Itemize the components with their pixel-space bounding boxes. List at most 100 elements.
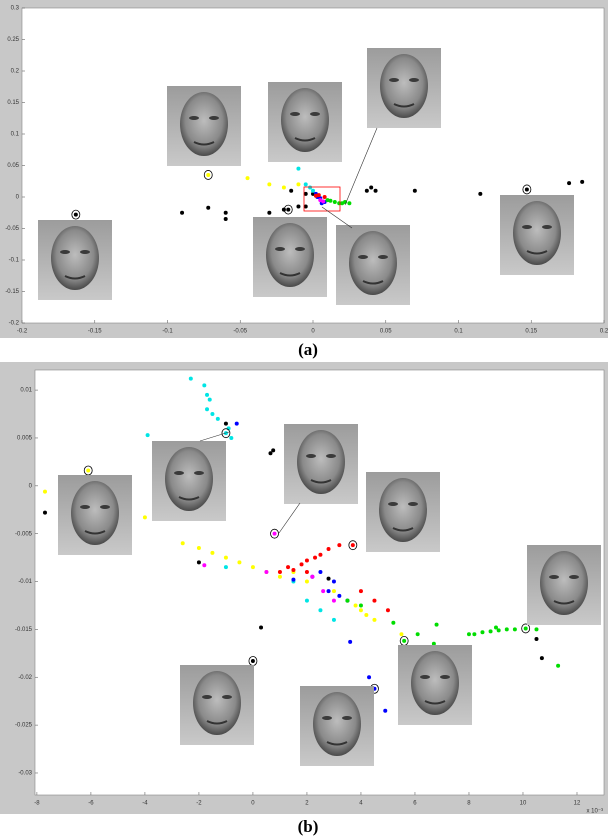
face-mouth <box>326 741 348 746</box>
point <box>372 598 377 603</box>
point <box>188 376 193 381</box>
point <box>321 589 326 594</box>
face-shape <box>165 447 213 511</box>
point <box>277 569 282 574</box>
y-tick-label: -0.1 <box>9 258 20 264</box>
y-tick-label: 0.3 <box>11 6 20 12</box>
point <box>331 589 336 594</box>
point-ring <box>521 623 531 634</box>
x-tick-label: 8 <box>467 801 471 807</box>
face-eye <box>295 247 305 251</box>
face-shape <box>380 54 428 118</box>
point <box>206 172 211 177</box>
face-shape <box>281 88 329 152</box>
point-ring <box>71 209 81 220</box>
point <box>259 625 264 630</box>
face-mouth <box>64 275 86 280</box>
face-shape <box>297 430 345 494</box>
point <box>350 543 355 548</box>
point <box>539 656 544 661</box>
face-mouth <box>393 103 415 108</box>
point <box>304 598 309 603</box>
face-mouth <box>178 496 200 501</box>
y-tick-label: -0.02 <box>18 675 32 681</box>
face-shape <box>193 671 241 735</box>
x-tick-label: -4 <box>142 801 148 807</box>
face-shape <box>71 481 119 545</box>
chart-b: -8 -6 -4 -2 0 2 4 6 8 10 12 0.01 0.005 0 -0.005 -0.01 -0… <box>15 369 605 807</box>
face-image <box>367 48 441 128</box>
point <box>358 608 363 613</box>
y-tick-label: 0.01 <box>20 388 32 394</box>
point <box>145 433 150 438</box>
point <box>345 598 350 603</box>
point <box>237 560 242 565</box>
point <box>223 210 228 215</box>
point <box>142 515 147 520</box>
point <box>304 579 309 584</box>
point <box>205 392 210 397</box>
point <box>210 412 215 417</box>
point <box>223 555 228 560</box>
face-image <box>38 220 112 300</box>
face-eye <box>522 225 532 229</box>
point <box>358 589 363 594</box>
face-eye <box>409 78 419 82</box>
face-eye <box>549 575 559 579</box>
point <box>431 641 436 646</box>
face-eye <box>310 112 320 116</box>
point <box>196 546 201 551</box>
face-image <box>284 424 358 504</box>
face-eye <box>100 505 110 509</box>
point <box>337 543 342 548</box>
point <box>391 620 396 625</box>
leader-line <box>278 502 301 534</box>
y-tick-label: 0 <box>29 483 33 489</box>
y-tick-label: 0 <box>16 195 20 201</box>
face-shape <box>51 226 99 290</box>
face-eye <box>440 675 450 679</box>
point <box>267 210 272 215</box>
face-eye <box>189 116 199 120</box>
point-ring <box>348 540 358 551</box>
point <box>493 625 498 630</box>
x-tick-label: 0.1 <box>454 329 463 335</box>
point <box>296 204 301 209</box>
point-ring <box>522 184 532 195</box>
point <box>271 448 276 453</box>
face-eye <box>569 575 579 579</box>
point <box>234 421 239 426</box>
face-eye <box>408 502 418 506</box>
point <box>310 574 315 579</box>
x-tick-label: -6 <box>88 801 94 807</box>
point <box>210 550 215 555</box>
x-tick-label: 10 <box>520 801 527 807</box>
face-image <box>336 225 410 305</box>
face-image <box>366 472 440 552</box>
point <box>364 613 369 618</box>
point <box>415 632 420 637</box>
point <box>304 558 309 563</box>
point-ring <box>203 170 213 180</box>
point <box>534 627 539 632</box>
y-tick-label: -0.2 <box>9 321 20 327</box>
face-eye <box>209 116 219 120</box>
point <box>399 632 404 637</box>
point <box>229 435 234 440</box>
face-eye <box>194 471 204 475</box>
point <box>331 598 336 603</box>
x-tick-label: 4 <box>359 801 363 807</box>
face-eye <box>420 675 430 679</box>
point <box>364 188 369 193</box>
face-eye <box>174 471 184 475</box>
point <box>328 198 333 203</box>
point <box>385 608 390 613</box>
y-tick-label: 0.15 <box>7 100 19 106</box>
point <box>512 627 517 632</box>
face-mouth <box>84 530 106 535</box>
point-ring <box>221 428 231 439</box>
face-image <box>253 217 327 297</box>
y-tick-label: 0.2 <box>11 69 20 75</box>
x-tick-label: 6 <box>413 801 417 807</box>
